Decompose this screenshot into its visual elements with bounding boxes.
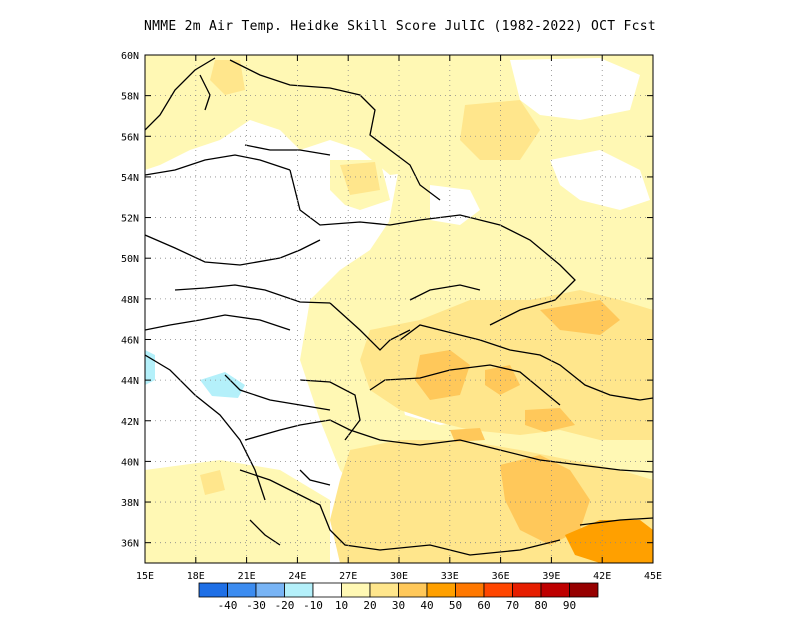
longitude-axis: 15E 18E 21E 24E 27E 30E 33E 36E 39E 42E 45E: [136, 55, 662, 582]
lat-tick-label: 54N: [121, 173, 139, 184]
colorbar-label: -20: [275, 599, 295, 612]
colorbar-label: -10: [303, 599, 323, 612]
colorbar-swatch: [483, 582, 513, 598]
lat-tick-label: 36N: [121, 539, 139, 550]
colorbar-swatch: [569, 582, 599, 598]
latitude-axis: 36N 38N 40N 42N 44N 46N 48N 50N 52N 54N 56N 58N 60N: [121, 51, 653, 550]
lon-tick-label: 42E: [593, 571, 611, 582]
colorbar-swatch: [512, 582, 542, 598]
lon-tick-label: 33E: [441, 571, 459, 582]
colorbar-swatch: [426, 582, 456, 598]
lat-tick-label: 42N: [121, 417, 139, 428]
lat-tick-label: 58N: [121, 92, 139, 103]
lat-tick-label: 40N: [121, 457, 139, 468]
lon-tick-label: 45E: [644, 571, 662, 582]
coastlines-and-borders: [145, 57, 653, 556]
skill-30-40-regions: [415, 300, 620, 545]
colorbar-label: 90: [563, 599, 576, 612]
colorbar-swatch: [369, 582, 399, 598]
colorbar-label: 80: [534, 599, 547, 612]
colorbar-swatch: [312, 582, 342, 598]
colorbar-label: 30: [392, 599, 405, 612]
lon-tick-label: 18E: [187, 571, 205, 582]
colorbar: -40 -30 -20 -10 10 20 30 40 50 60 70 80 90: [198, 582, 599, 612]
lat-tick-label: 44N: [121, 376, 139, 387]
colorbar-label: 10: [335, 599, 348, 612]
colorbar-swatch: [284, 582, 314, 598]
colorbar-label: 40: [420, 599, 433, 612]
lat-tick-label: 46N: [121, 335, 139, 346]
lon-tick-label: 27E: [339, 571, 357, 582]
lat-tick-label: 50N: [121, 254, 139, 265]
lon-tick-label: 30E: [390, 571, 408, 582]
lon-tick-label: 15E: [136, 571, 154, 582]
colorbar-swatch: [398, 582, 428, 598]
colorbar-label: 50: [449, 599, 462, 612]
lon-tick-label: 39E: [542, 571, 560, 582]
lon-tick-label: 21E: [238, 571, 256, 582]
lon-tick-label: 36E: [492, 571, 510, 582]
colorbar-swatch: [198, 582, 228, 598]
lat-tick-label: 38N: [121, 498, 139, 509]
skill-40-50-regions: [565, 520, 653, 563]
colorbar-label: 60: [477, 599, 490, 612]
colorbar-swatch: [540, 582, 570, 598]
lat-tick-label: 60N: [121, 51, 139, 62]
lat-tick-label: 48N: [121, 295, 139, 306]
shading-layer: [145, 55, 653, 563]
colorbar-swatch: [455, 582, 485, 598]
colorbar-swatch: [341, 582, 371, 598]
lat-tick-label: 56N: [121, 132, 139, 143]
colorbar-swatch: [227, 582, 257, 598]
colorbar-label: 70: [506, 599, 519, 612]
colorbar-label: -40: [218, 599, 238, 612]
colorbar-label: 20: [363, 599, 376, 612]
colorbar-label: -30: [246, 599, 266, 612]
lon-tick-label: 24E: [288, 571, 306, 582]
colorbar-swatch: [255, 582, 285, 598]
lat-tick-label: 52N: [121, 214, 139, 225]
chart-title: NMME 2m Air Temp. Heidke Skill Score Jul…: [144, 19, 656, 34]
